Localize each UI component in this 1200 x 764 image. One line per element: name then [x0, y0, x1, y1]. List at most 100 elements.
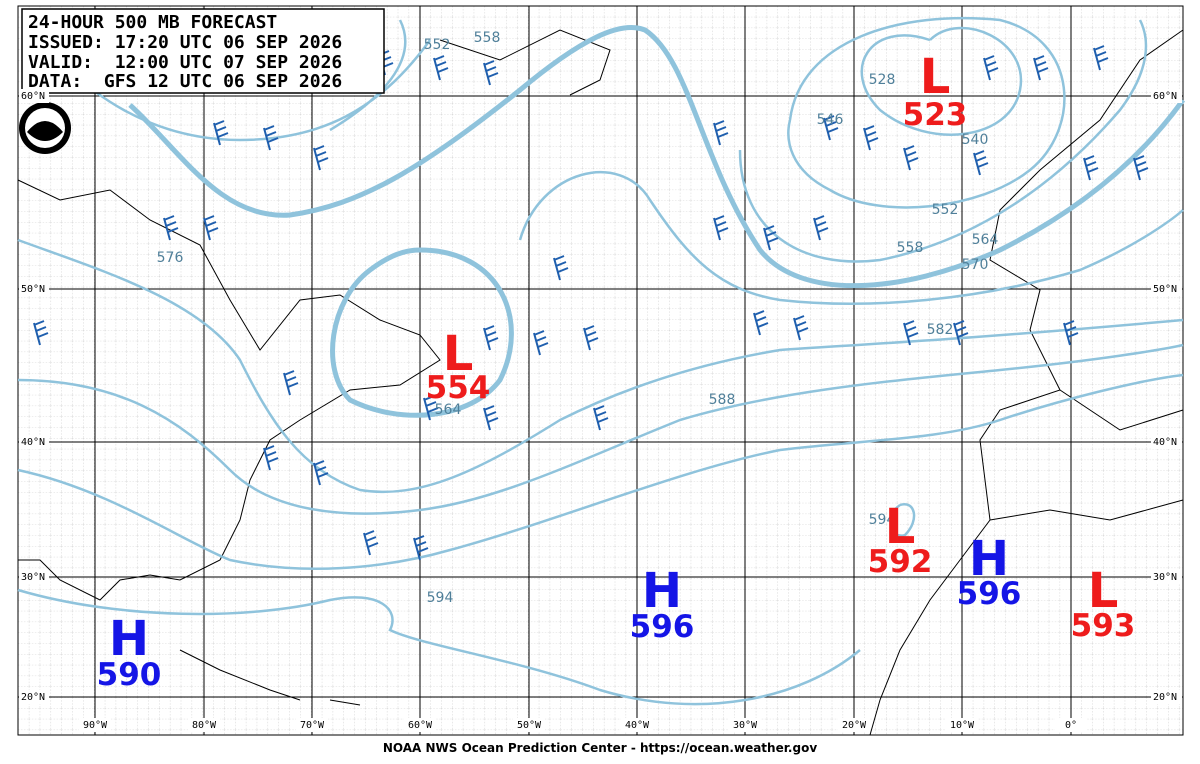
longitude-label: 70°W: [300, 720, 325, 731]
contour-label: 540: [962, 132, 989, 148]
label-bg: [1151, 89, 1182, 103]
contour-label: 594: [869, 512, 896, 528]
label-bg: [1151, 435, 1182, 449]
longitude-label: 30°W: [733, 720, 758, 731]
latitude-label: 50°N: [1153, 284, 1177, 295]
wind-barb: [433, 55, 449, 81]
wind-barb: [793, 315, 809, 341]
wind-barb: [483, 325, 499, 351]
longitude-label: 10°W: [950, 720, 975, 731]
wind-barb: [163, 215, 179, 241]
center-letter: H: [109, 611, 149, 667]
wind-barb: [903, 145, 919, 171]
wind-barb: [213, 120, 229, 146]
footer: NOAA NWS Ocean Prediction Center - https…: [383, 741, 817, 755]
contour-label: 588: [709, 392, 736, 408]
label-bg: [513, 718, 545, 732]
label-bg: [838, 718, 870, 732]
wind-barb: [713, 120, 729, 146]
wind-barb: [553, 255, 569, 281]
latitude-label: 20°N: [1153, 692, 1177, 703]
wind-barb: [983, 55, 999, 81]
label-bg: [621, 718, 653, 732]
wind-barb: [1133, 155, 1149, 181]
center-value: 554: [426, 370, 491, 406]
label-bg: [19, 282, 49, 296]
longitude-label: 90°W: [83, 720, 108, 731]
wind-barb: [973, 150, 989, 176]
wind-barb: [423, 395, 439, 421]
latitude-label: 30°N: [21, 572, 45, 583]
latitude-label: 50°N: [21, 284, 45, 295]
wind-barb: [593, 405, 609, 431]
wind-barb: [583, 325, 599, 351]
coastlines: [17, 29, 1184, 736]
label-bg: [404, 718, 436, 732]
center-value: 596: [957, 576, 1022, 612]
label-bg: [1151, 690, 1182, 704]
label-bg: [296, 718, 328, 732]
wind-barb: [413, 535, 429, 561]
wind-barb: [263, 445, 279, 471]
contour-label: 594: [427, 590, 454, 606]
label-bg: [19, 435, 49, 449]
wind-barb: [823, 115, 839, 141]
longitude-label: 40°W: [625, 720, 650, 731]
label-bg: [19, 89, 49, 103]
contours: [17, 16, 1186, 706]
wind-barb: [953, 320, 969, 346]
wind-barb: [33, 320, 49, 346]
wind-barb: [1033, 55, 1049, 81]
wind-barb: [863, 125, 879, 151]
wind-barb: [753, 310, 769, 336]
graticule: [18, 6, 1183, 735]
longitude-label: 80°W: [192, 720, 217, 731]
header-line: ISSUED: 17:20 UTC 06 SEP 2026: [28, 32, 342, 53]
center-value: 596: [630, 609, 695, 645]
contour-label: 558: [897, 240, 924, 256]
wind-barb: [813, 215, 829, 241]
noaa-logo: [19, 102, 71, 154]
contour-label: 582: [927, 322, 954, 338]
header-line: VALID: 12:00 UTC 07 SEP 2026: [28, 52, 342, 73]
contour-label: 564: [972, 232, 999, 248]
wind-barb: [1093, 45, 1109, 71]
center-letter: L: [920, 49, 951, 105]
label-bg: [1151, 282, 1182, 296]
center-value: 523: [903, 97, 968, 133]
contour-label: 564: [435, 402, 462, 418]
center-letter: L: [1088, 563, 1119, 619]
center-value: 593: [1071, 608, 1136, 644]
label-bg: [1055, 718, 1087, 732]
contour-label: 576: [157, 250, 184, 266]
wind-barb: [533, 330, 549, 356]
center-value: 592: [868, 544, 933, 580]
wind-barb: [483, 60, 499, 86]
wind-barb: [763, 225, 779, 251]
wind-barb: [263, 125, 279, 151]
wind-barb: [283, 370, 299, 396]
latitude-label: 60°N: [1153, 91, 1177, 102]
contour-label: 552: [424, 37, 451, 53]
center-letter: H: [969, 531, 1009, 587]
wind-barb: [363, 530, 379, 556]
latitude-label: 30°N: [1153, 572, 1177, 583]
center-letter: L: [443, 326, 474, 382]
wind-barbs: [33, 45, 1149, 561]
map-frame: [17, 5, 1184, 736]
contour-label: 528: [869, 72, 896, 88]
label-bg: [188, 718, 220, 732]
wind-barb: [1083, 155, 1099, 181]
latitude-label: 20°N: [21, 692, 45, 703]
wind-barb: [313, 460, 329, 486]
label-bg: [19, 570, 49, 584]
label-bg: [1151, 570, 1182, 584]
wind-barb: [903, 320, 919, 346]
contour-label: 570: [962, 257, 989, 273]
center-letter: L: [885, 499, 916, 555]
wind-barb: [313, 145, 329, 171]
latitude-label: 40°N: [1153, 437, 1177, 448]
contour-label: 546: [817, 112, 844, 128]
wind-barb: [1063, 320, 1079, 346]
